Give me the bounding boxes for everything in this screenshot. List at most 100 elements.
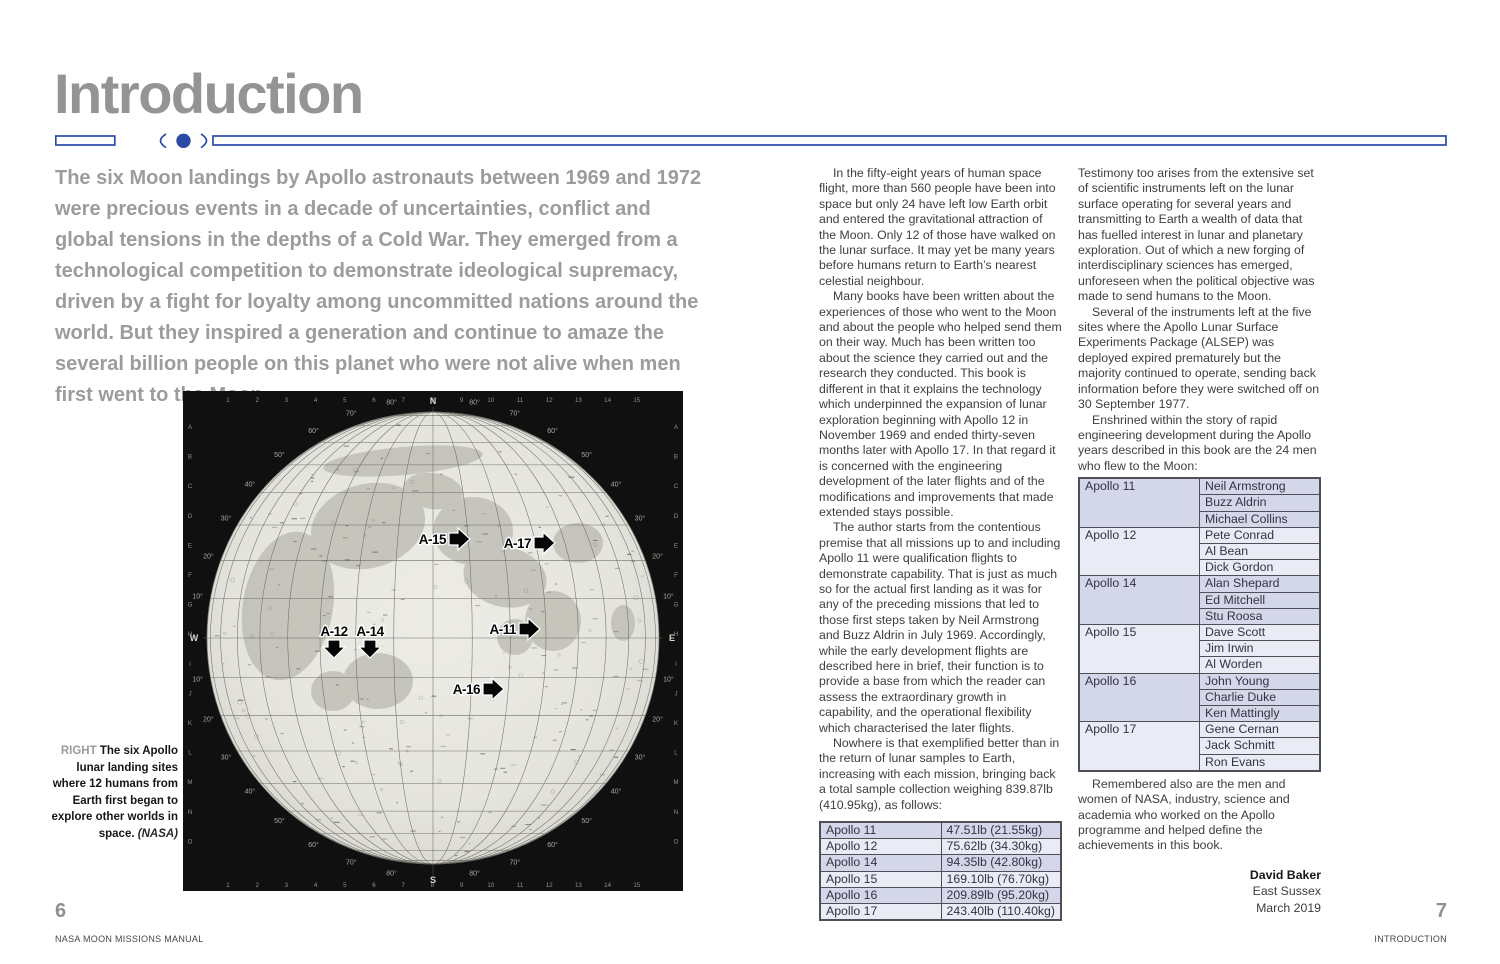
degree-label: 10° (663, 676, 674, 684)
crater-mark (331, 520, 335, 525)
edge-letter-left: N (188, 809, 192, 816)
degree-label: 20° (203, 716, 214, 724)
map-mark (271, 526, 278, 528)
map-mark (292, 781, 297, 783)
crater-mark (588, 628, 592, 632)
edge-letter-left: K (188, 720, 193, 727)
edge-letter-right: J (674, 690, 677, 697)
edge-number-top: 13 (575, 397, 582, 404)
table-row: Jack Schmitt (1079, 737, 1321, 755)
map-mark (467, 718, 473, 720)
map-mark (369, 836, 375, 838)
mission-cell: Apollo 12 (819, 838, 942, 856)
table-row: Apollo 16 John Young (1078, 672, 1321, 723)
degree-label: 80° (469, 399, 480, 407)
edge-number-top: 7 (401, 397, 405, 404)
map-mark (493, 768, 498, 770)
edge-number-bottom: 8 (431, 882, 435, 889)
map-mark (495, 594, 498, 597)
map-mark (637, 680, 643, 682)
crater-mark (557, 653, 561, 657)
edge-letter-right: A (674, 424, 679, 431)
crew-cell: Ken Mattingly (1199, 704, 1321, 723)
paragraph: In the fifty-eight years of human space … (819, 166, 1056, 288)
map-mark (350, 760, 355, 762)
map-mark (359, 726, 365, 728)
weight-cell: 243.40lb (110.40kg) (940, 903, 1062, 921)
site-arrow-icon (518, 616, 541, 642)
edge-number-bottom: 2 (255, 882, 259, 889)
edge-number-top: 1 (226, 397, 230, 404)
site-arrow-icon (357, 639, 383, 659)
crater-mark (523, 588, 529, 593)
map-mark (541, 611, 545, 613)
edge-letter-right: C (674, 483, 679, 490)
crater-mark (409, 479, 414, 485)
map-mark (571, 667, 578, 669)
map-mark (354, 649, 357, 651)
edge-letter-left: E (188, 542, 192, 549)
degree-label: 70° (509, 859, 520, 867)
map-mark (589, 715, 593, 717)
degree-label: 10° (192, 676, 203, 684)
map-mark (397, 762, 402, 764)
edge-number-bottom: 14 (604, 882, 611, 889)
crater-mark (363, 534, 367, 537)
map-mark (614, 756, 619, 758)
map-mark (580, 709, 583, 711)
map-mark (314, 650, 321, 652)
map-mark (543, 804, 549, 806)
map-mark (482, 513, 486, 515)
map-mark (615, 567, 620, 569)
crater-mark (633, 595, 639, 601)
edge-letter-right: M (673, 779, 678, 786)
mare-patch (343, 653, 413, 709)
map-mark (438, 830, 441, 833)
footer-page-6: 6 NASA MOON MISSIONS MANUAL (55, 901, 204, 944)
crater-mark (253, 733, 259, 739)
weight-cell: 47.51lb (21.55kg) (940, 821, 1062, 840)
map-mark (581, 642, 586, 644)
degree-label: 60° (308, 427, 319, 435)
edge-number-top: 8 (431, 397, 435, 404)
edge-letter-left: C (188, 483, 193, 490)
author-place: East Sussex (1252, 884, 1321, 899)
map-mark (232, 625, 236, 627)
degree-label: 40° (611, 788, 622, 796)
map-mark (311, 474, 314, 476)
map-mark (460, 836, 466, 839)
map-mark (439, 473, 444, 475)
map-mark (627, 553, 632, 555)
map-mark (214, 635, 220, 637)
map-mark (553, 669, 559, 671)
crater-mark (270, 631, 275, 636)
mission-cell: Apollo 17 (819, 903, 942, 921)
site-label: A-14 (356, 624, 384, 639)
map-mark (503, 771, 508, 773)
crater-mark (508, 665, 512, 669)
table-row: Al Worden (1079, 656, 1321, 674)
edge-letter-right: F (674, 572, 678, 579)
map-mark (531, 569, 536, 571)
edge-letter-right: N (674, 809, 678, 816)
edge-number-bottom: 11 (517, 882, 524, 889)
edge-letter-right: H (674, 631, 678, 638)
map-mark (373, 623, 376, 625)
map-mark (382, 838, 388, 840)
edge-letter-left: F (188, 572, 192, 579)
site-label: A-15 (419, 532, 447, 547)
map-mark (362, 736, 366, 738)
author-name: David Baker (1249, 867, 1321, 882)
edge-number-top: 6 (372, 397, 376, 404)
edge-letter-left: G (188, 602, 193, 609)
map-mark (299, 517, 306, 519)
edge-number-top: 10 (487, 397, 494, 404)
map-mark (267, 513, 272, 515)
map-mark (356, 565, 360, 567)
degree-label: 70° (509, 409, 520, 417)
map-mark (527, 552, 533, 554)
map-mark (265, 676, 271, 678)
map-mark (328, 596, 333, 598)
map-mark (343, 445, 350, 447)
